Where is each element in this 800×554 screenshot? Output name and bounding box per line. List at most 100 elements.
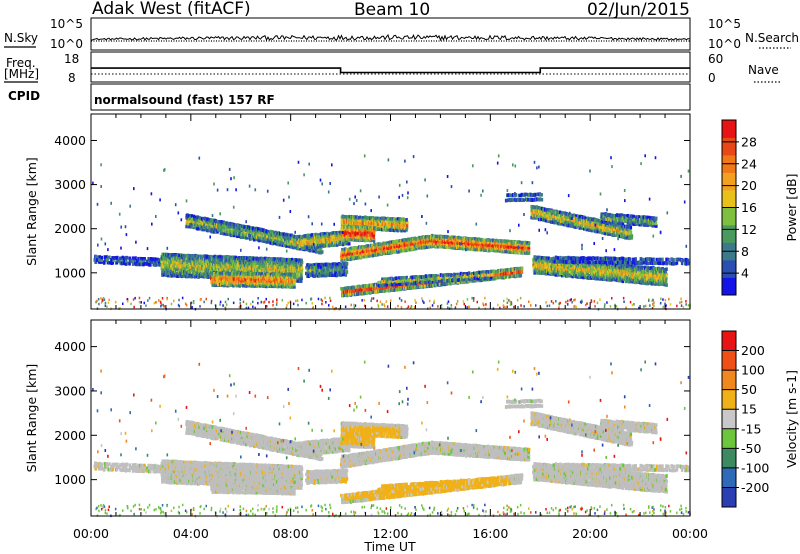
power-cell (232, 256, 235, 260)
nsky-trace (91, 33, 690, 42)
power-cell (185, 256, 189, 261)
power-cell (220, 268, 224, 273)
power-cell (251, 263, 254, 268)
power-cell (204, 257, 207, 261)
power-cell (122, 256, 126, 260)
power-cell (192, 270, 196, 274)
power-cell (203, 274, 206, 279)
power-cell (168, 265, 171, 269)
freq-tick-high: 18 (64, 52, 79, 66)
power-cell (258, 270, 261, 274)
power-cell (204, 268, 207, 272)
power-cell (250, 256, 253, 261)
power-cell (121, 258, 125, 263)
power-cell (140, 257, 143, 261)
power-cell (245, 261, 248, 265)
power-cell (281, 261, 284, 266)
power-cell (140, 262, 143, 266)
power-cell (279, 267, 283, 271)
power-cell (198, 259, 202, 264)
power-cell (252, 257, 255, 261)
power-cell (237, 262, 240, 267)
power-cell (258, 268, 261, 272)
power-cell (183, 258, 186, 263)
power-cell (201, 254, 205, 259)
power-cell (273, 264, 277, 268)
power-cell (171, 269, 174, 274)
power-cell (205, 259, 208, 264)
power-cell (244, 263, 247, 268)
power-cell (256, 268, 260, 272)
power-cell (238, 258, 241, 263)
station-title: Adak West (fitACF) (92, 0, 251, 19)
power-cell (205, 266, 208, 270)
freq-frame (90, 51, 691, 83)
power-cell (234, 255, 238, 260)
power-cell (164, 263, 167, 268)
power-cell (152, 260, 156, 264)
power-cell (99, 257, 102, 262)
power-cell (136, 261, 139, 266)
power-cell (212, 257, 215, 262)
power-cell (230, 264, 233, 269)
power-cell (274, 257, 277, 262)
power-cell (96, 258, 99, 262)
power-cell (188, 258, 191, 263)
power-cell (216, 264, 219, 268)
power-cell (276, 266, 280, 271)
power-cell (215, 255, 218, 259)
power-cell (300, 259, 303, 263)
power-cell (179, 271, 182, 276)
power-cell (266, 262, 270, 266)
power-cell (164, 260, 167, 264)
power-cell (184, 269, 187, 274)
top-panels (4, 17, 791, 111)
power-cell (169, 269, 172, 273)
power-cell (110, 258, 113, 262)
power-cell (166, 260, 170, 265)
power-cell (121, 255, 124, 260)
power-cell (172, 269, 175, 273)
power-cell (178, 255, 181, 260)
power-cell (131, 262, 135, 266)
power-cell (183, 274, 186, 278)
power-cell (213, 259, 217, 263)
power-cell (257, 261, 260, 265)
power-cell (134, 256, 137, 260)
power-cell (115, 260, 119, 265)
power-cell (181, 253, 185, 258)
power-cell (177, 267, 180, 272)
power-cell (105, 255, 108, 259)
power-cell (345, 270, 349, 274)
power-cell (227, 265, 230, 269)
power-cell (124, 259, 128, 263)
power-cell (224, 260, 227, 264)
power-cell (167, 267, 170, 271)
power-cell (187, 253, 190, 258)
power-cell (202, 257, 205, 261)
power-cell (149, 259, 152, 264)
power-cell (182, 265, 185, 270)
power-cell (257, 263, 260, 267)
power-cell (140, 259, 143, 264)
power-cell (141, 257, 145, 261)
power-cell (269, 270, 272, 275)
power-cell (207, 257, 211, 261)
power-cell (201, 272, 205, 277)
power-cell (168, 256, 172, 260)
nave-label: Nave (748, 63, 779, 77)
freq-unit-label: [MHz] (4, 67, 39, 81)
power-cell (227, 267, 230, 271)
power-cell (178, 269, 182, 274)
power-cell (111, 256, 114, 260)
power-cell (180, 258, 183, 263)
power-cell (260, 266, 264, 270)
power-cell (252, 265, 255, 269)
power-cell (201, 263, 205, 267)
nsearch-tick-low: 10^0 (708, 37, 741, 51)
nsky-label: N.Sky (4, 31, 38, 45)
freq-label: Freq. (6, 56, 36, 70)
power-cell (103, 260, 106, 265)
power-cell (106, 258, 109, 262)
power-cell (98, 255, 101, 259)
